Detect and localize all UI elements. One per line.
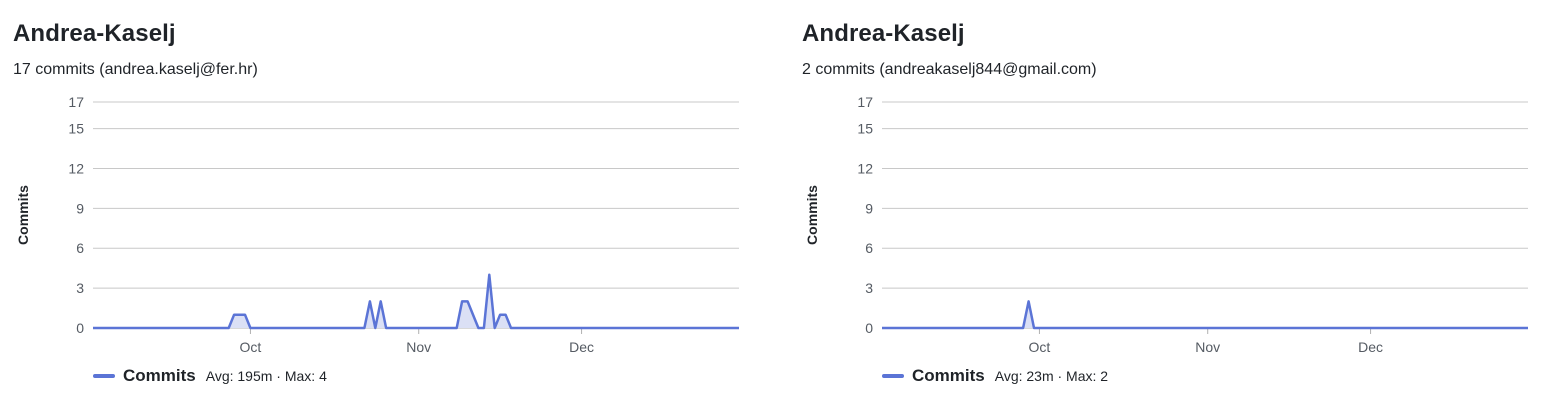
contributor-commit-summary: 2 commits (andreakaselj844@gmail.com)	[802, 61, 1097, 78]
contributor-panel-2: Andrea-Kaselj 2 commits (andreakaselj844…	[789, 0, 1549, 407]
x-tick-label: Nov	[1195, 339, 1220, 355]
chart-legend[interactable]: Commits Avg: 23m · Max: 2	[882, 365, 1108, 387]
x-tick-label: Nov	[406, 339, 431, 355]
series-line	[882, 300, 1528, 330]
contributor-name[interactable]: Andrea-Kaselj	[13, 20, 176, 47]
y-axis-label: Commits	[15, 185, 31, 245]
x-tick-label: Oct	[1029, 339, 1051, 355]
x-tick-label: Oct	[240, 339, 262, 355]
y-tick-label: 6	[76, 240, 84, 256]
legend-swatch	[93, 374, 115, 378]
series-area	[93, 274, 739, 328]
y-tick-label: 12	[68, 160, 84, 176]
contributor-name[interactable]: Andrea-Kaselj	[802, 20, 965, 47]
legend-stats: Avg: 195m · Max: 4	[205, 368, 327, 384]
legend-series-name: Commits	[123, 366, 196, 385]
y-axis-label: Commits	[804, 185, 820, 245]
commits-chart: 0 3 6 9 12 15 17 Oct Nov Dec Commits	[804, 94, 1528, 355]
y-tick-label: 0	[865, 320, 873, 336]
legend-swatch	[882, 374, 904, 378]
x-tick-label: Dec	[1358, 339, 1383, 355]
y-tick-label: 12	[857, 160, 873, 176]
contributor-panel-1: Andrea-Kaselj 17 commits (andrea.kaselj@…	[0, 0, 760, 407]
y-tick-label: 17	[857, 94, 873, 110]
legend-stats: Avg: 23m · Max: 2	[994, 368, 1109, 384]
y-tick-label: 15	[857, 121, 873, 137]
y-tick-label: 3	[865, 280, 873, 296]
chart-legend[interactable]: Commits Avg: 195m · Max: 4	[93, 365, 327, 387]
commits-chart: 0 3 6 9 12 15 17 Oct Nov Dec Commits	[15, 94, 739, 355]
y-tick-label: 6	[865, 240, 873, 256]
y-tick-label: 3	[76, 280, 84, 296]
y-tick-label: 0	[76, 320, 84, 336]
y-tick-label: 9	[76, 200, 84, 216]
y-tick-label: 15	[68, 121, 84, 137]
series-line	[93, 273, 739, 330]
x-tick-label: Dec	[569, 339, 594, 355]
contributor-commit-summary: 17 commits (andrea.kaselj@fer.hr)	[13, 61, 258, 78]
legend-series-name: Commits	[912, 366, 985, 385]
y-tick-label: 17	[68, 94, 84, 110]
y-tick-label: 9	[865, 200, 873, 216]
series-area	[882, 301, 1528, 328]
